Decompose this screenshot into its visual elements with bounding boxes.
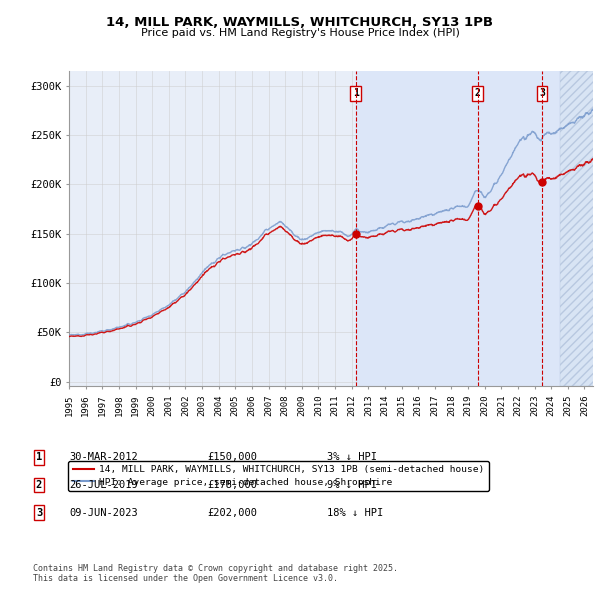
Text: 2: 2 <box>36 480 42 490</box>
Text: £202,000: £202,000 <box>207 508 257 517</box>
Text: 9% ↓ HPI: 9% ↓ HPI <box>327 480 377 490</box>
Text: Contains HM Land Registry data © Crown copyright and database right 2025.
This d: Contains HM Land Registry data © Crown c… <box>33 563 398 583</box>
Bar <box>356 71 560 386</box>
Text: 09-JUN-2023: 09-JUN-2023 <box>69 508 138 517</box>
Text: 18% ↓ HPI: 18% ↓ HPI <box>327 508 383 517</box>
Text: 26-JUL-2019: 26-JUL-2019 <box>69 480 138 490</box>
Text: 3% ↓ HPI: 3% ↓ HPI <box>327 453 377 462</box>
Text: Price paid vs. HM Land Registry's House Price Index (HPI): Price paid vs. HM Land Registry's House … <box>140 28 460 38</box>
Text: 3: 3 <box>36 508 42 517</box>
Text: £150,000: £150,000 <box>207 453 257 462</box>
Text: £178,000: £178,000 <box>207 480 257 490</box>
Text: 1: 1 <box>353 88 359 99</box>
Text: 2: 2 <box>475 88 481 99</box>
Text: 1: 1 <box>36 453 42 462</box>
Legend: 14, MILL PARK, WAYMILLS, WHITCHURCH, SY13 1PB (semi-detached house), HPI: Averag: 14, MILL PARK, WAYMILLS, WHITCHURCH, SY1… <box>68 461 488 491</box>
Text: 30-MAR-2012: 30-MAR-2012 <box>69 453 138 462</box>
Text: 3: 3 <box>539 88 545 99</box>
Bar <box>560 71 596 386</box>
Text: 14, MILL PARK, WAYMILLS, WHITCHURCH, SY13 1PB: 14, MILL PARK, WAYMILLS, WHITCHURCH, SY1… <box>107 16 493 29</box>
